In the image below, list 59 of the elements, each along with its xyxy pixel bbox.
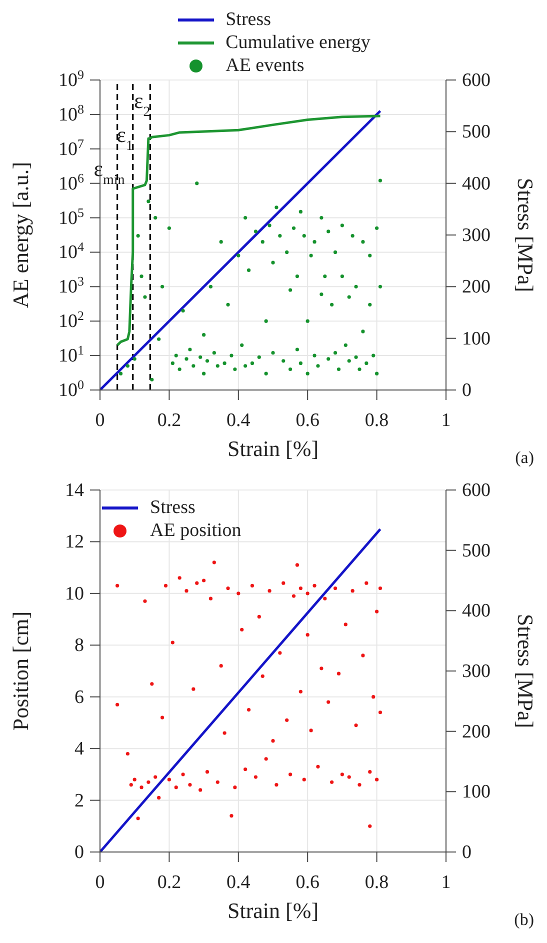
ref-line-label: ε$_{2}$ [134, 88, 150, 120]
y2-tick-label: 0 [462, 380, 472, 401]
y-tick-label: 8 [74, 635, 84, 656]
y-tick-label: 4 [74, 738, 84, 760]
y-tick-label: 10$^{8}$ [58, 100, 84, 126]
y-tick-label: 10$^{4}$ [58, 238, 84, 264]
text: (b) [514, 910, 534, 930]
y2-tick-label: 300 [462, 661, 490, 682]
x-axis-title: Strain [%] [227, 898, 319, 923]
y-tick-label: 10$^{7}$ [58, 135, 84, 160]
y2-tick-label: 600 [462, 70, 490, 91]
y-tick-label: 14 [65, 480, 84, 501]
y-tick-label: 10$^{0}$ [58, 376, 84, 401]
x-axis-title: Strain [%] [227, 436, 319, 461]
x-tick-label: 0.6 [296, 872, 320, 893]
legend-label: Stress [226, 8, 272, 30]
y2-tick-label: 400 [462, 173, 490, 194]
y2-tick-label: 200 [462, 276, 490, 298]
legend-label: Cumulative energy [226, 32, 370, 54]
y-tick-label: 6 [74, 686, 84, 708]
x-tick-label: 0.8 [364, 872, 389, 893]
y2-tick-label: 600 [462, 480, 490, 501]
y-tick-label: 10$^{1}$ [58, 342, 84, 367]
y2-tick-label: 100 [462, 328, 490, 350]
y-axis-title: Position [cm] [8, 611, 33, 731]
y-tick-label: 10$^{5}$ [58, 204, 84, 229]
x-tick-label: 0.8 [364, 410, 389, 431]
y2-axis-title: Stress [MPa] [513, 614, 538, 728]
y-tick-label: 2 [74, 790, 84, 812]
y-tick-label: 10$^{6}$ [58, 170, 84, 194]
legend-label: AE position [150, 520, 242, 542]
y2-tick-label: 0 [462, 842, 472, 863]
y2-tick-label: 100 [462, 782, 490, 803]
y2-tick-label: 400 [462, 600, 490, 622]
y-tick-label: 10$^{9}$ [58, 66, 84, 91]
y2-tick-label: 500 [462, 122, 490, 143]
y2-tick-label: 300 [462, 225, 490, 246]
text: (a) [515, 448, 534, 468]
legend-label: AE events [226, 54, 304, 76]
legend-label: Stress [150, 496, 196, 518]
x-tick-label: 0.4 [226, 410, 251, 431]
x-tick-label: 0.4 [226, 872, 251, 893]
y2-tick-label: 200 [462, 721, 490, 742]
y-axis-title: AE energy [a.u.] [8, 162, 33, 308]
y-tick-label: 10 [65, 583, 84, 604]
y-tick-label: 12 [65, 532, 84, 553]
y2-tick-label: 500 [462, 540, 490, 562]
x-tick-label: 1 [441, 872, 451, 893]
y-tick-label: 0 [74, 842, 84, 863]
x-tick-label: 0 [95, 872, 105, 893]
y2-axis-title: Stress [MPa] [513, 178, 538, 292]
ref-line-label: ε$_{1}$ [116, 122, 133, 154]
x-tick-label: 0.2 [157, 410, 182, 431]
x-tick-label: 0 [95, 410, 105, 431]
x-tick-label: 0.2 [157, 872, 182, 893]
x-tick-label: 0.6 [296, 410, 320, 431]
y-tick-label: 10$^{3}$ [58, 273, 84, 298]
y-tick-label: 10$^{2}$ [58, 308, 84, 332]
x-tick-label: 1 [441, 410, 451, 431]
